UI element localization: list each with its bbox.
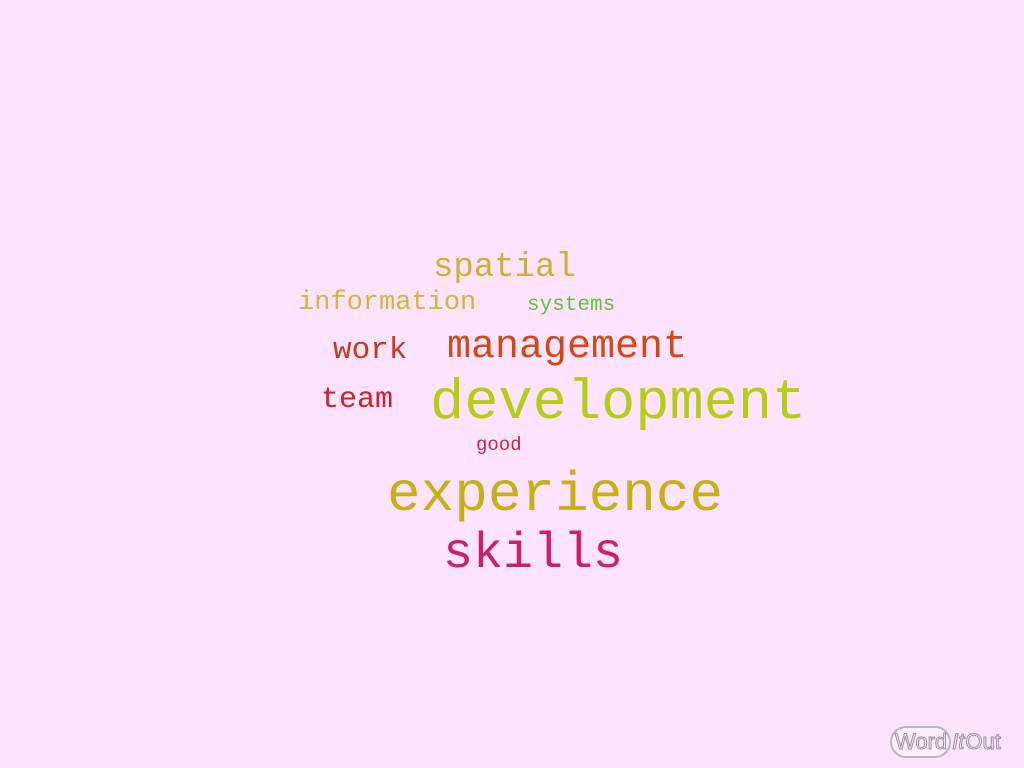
word-spatial: spatial bbox=[433, 249, 576, 287]
wordItOut-logo[interactable]: Word It Out bbox=[890, 723, 1001, 761]
logo-out-text: Out bbox=[965, 729, 1001, 755]
word-development: development bbox=[430, 372, 807, 436]
word-management: management bbox=[447, 325, 688, 370]
word-work: work bbox=[333, 333, 408, 368]
word-team: team bbox=[321, 383, 394, 417]
word-experience: experience bbox=[387, 463, 724, 527]
logo-it-text: It bbox=[952, 729, 965, 755]
word-good: good bbox=[476, 434, 522, 456]
logo-word-text: Word bbox=[890, 726, 952, 758]
word-skills: skills bbox=[443, 526, 624, 583]
word-systems: systems bbox=[527, 294, 616, 317]
word-information: information bbox=[298, 288, 477, 318]
